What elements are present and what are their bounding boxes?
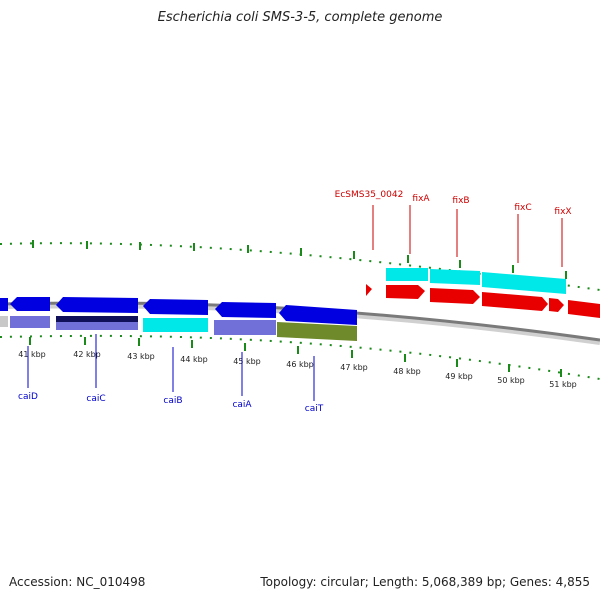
- gene-arrow-forward-fixX[interactable]: [549, 298, 564, 312]
- gene-arrow-reverse-caiD[interactable]: [10, 297, 50, 311]
- gene-label-fixC[interactable]: fixC: [514, 203, 531, 213]
- gene-arrow-reverse-caiA[interactable]: [215, 302, 276, 318]
- upper-major-ticks: [32, 240, 567, 279]
- gene-label-caiT[interactable]: caiT: [305, 404, 324, 414]
- tick-labels: 41 kbp 42 kbp 43 kbp 44 kbp 45 kbp 46 kbp 47 k…: [18, 350, 577, 389]
- scale-tick-label: 47 kbp: [340, 363, 368, 372]
- reverse-cds-row: [0, 316, 357, 341]
- cds-reverse-caiD[interactable]: [10, 316, 50, 328]
- cds-reverse-caiC-lower: [56, 322, 138, 330]
- gene-arrow-forward-fixC[interactable]: [482, 292, 548, 311]
- gene-arrow-reverse-caiB[interactable]: [143, 299, 208, 315]
- scale-tick-label: 41 kbp: [18, 350, 46, 359]
- gene-label-fixX[interactable]: fixX: [554, 207, 571, 217]
- gene-label-fixA[interactable]: fixA: [412, 194, 430, 204]
- scale-tick-label: 49 kbp: [445, 372, 473, 381]
- gene-arrow-forward-EcSMS35_0042[interactable]: [366, 284, 372, 296]
- cds-reverse-left[interactable]: [0, 316, 8, 327]
- gene-label-caiD[interactable]: caiD: [18, 392, 38, 402]
- scale-tick-label: 43 kbp: [127, 352, 155, 361]
- map-title: Escherichia coli SMS-3-5, complete genom…: [157, 10, 443, 25]
- gene-label-fixB[interactable]: fixB: [452, 196, 469, 206]
- forward-gene-row: [366, 284, 600, 318]
- scale-tick-label: 45 kbp: [233, 357, 261, 366]
- accession-label: Accession: NC_010498: [9, 575, 146, 589]
- cds-forward-fixA[interactable]: [386, 268, 428, 281]
- gene-label-caiC[interactable]: caiC: [86, 394, 105, 404]
- gene-labels: caiD caiC caiB caiA caiT EcSMS35_0042 fixA fixB…: [18, 190, 572, 414]
- lower-major-ticks: [29, 337, 562, 377]
- cds-reverse-caiT[interactable]: [277, 322, 357, 341]
- gene-arrow-forward-fixA[interactable]: [386, 285, 425, 299]
- cds-forward-fixC[interactable]: [482, 272, 566, 294]
- gene-arrow-reverse-caiT[interactable]: [279, 305, 357, 325]
- gene-arrow-reverse-caiC[interactable]: [56, 297, 138, 313]
- gene-label-caiA[interactable]: caiA: [232, 400, 252, 410]
- scale-tick-label: 50 kbp: [497, 376, 525, 385]
- scale-tick-label: 44 kbp: [180, 355, 208, 364]
- gene-label-EcSMS35_0042[interactable]: EcSMS35_0042: [335, 190, 404, 200]
- scale-tick-label: 48 kbp: [393, 367, 421, 376]
- gene-arrow-forward-fixB[interactable]: [430, 288, 480, 304]
- genome-summary: Topology: circular; Length: 5,068,389 bp…: [260, 575, 590, 589]
- reverse-gene-row: [0, 297, 357, 325]
- cds-reverse-caiB[interactable]: [143, 318, 208, 332]
- scale-tick-label: 51 kbp: [549, 380, 577, 389]
- forward-cds-row: [386, 268, 566, 294]
- scale-tick-label: 42 kbp: [73, 350, 101, 359]
- gene-label-caiB[interactable]: caiB: [163, 396, 182, 406]
- gene-arrow-reverse-0[interactable]: [0, 298, 8, 311]
- cds-reverse-caiA[interactable]: [214, 320, 276, 335]
- gene-arrow-forward-right[interactable]: [568, 300, 600, 318]
- scale-tick-label: 46 kbp: [286, 360, 314, 369]
- cds-forward-fixB[interactable]: [430, 269, 480, 285]
